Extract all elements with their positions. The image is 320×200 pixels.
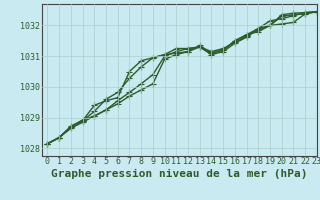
- X-axis label: Graphe pression niveau de la mer (hPa): Graphe pression niveau de la mer (hPa): [51, 169, 308, 179]
